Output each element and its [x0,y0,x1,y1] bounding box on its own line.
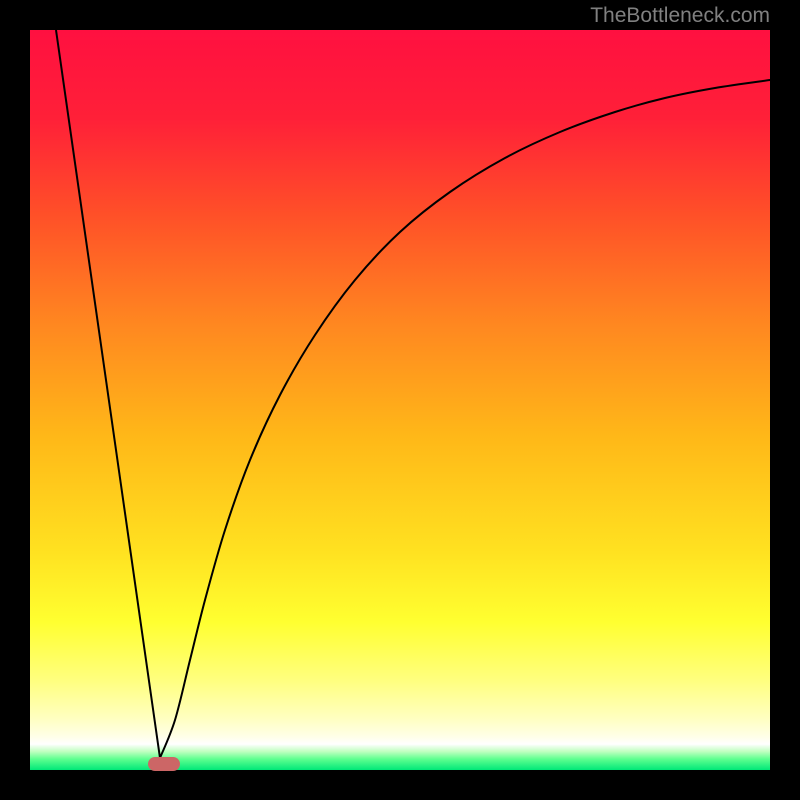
chart-plot [30,30,770,770]
gradient-background [30,30,770,770]
vertex-marker [148,757,180,771]
watermark-text: TheBottleneck.com [590,4,770,28]
chart-frame: TheBottleneck.com [0,0,800,800]
